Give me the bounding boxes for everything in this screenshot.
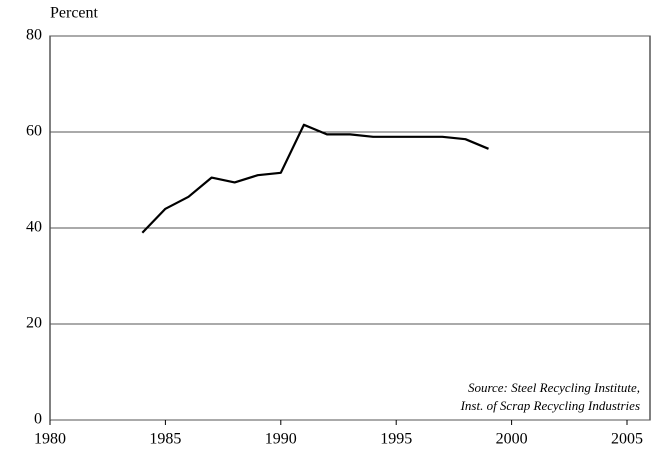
x-tick-label: 1985 [149, 431, 181, 448]
annotation: Source: Steel Recycling Institute, [468, 380, 640, 395]
data-line [141, 123, 489, 234]
annotation: Inst. of Scrap Recycling Industries [460, 398, 640, 413]
x-tick-label: 1995 [380, 431, 412, 448]
y-tick-label: 60 [26, 123, 42, 140]
y-axis-label: Percent [50, 5, 99, 22]
x-tick-label: 2005 [611, 431, 643, 448]
y-tick-label: 80 [26, 27, 42, 44]
y-tick-label: 20 [26, 315, 42, 332]
x-tick-label: 1990 [265, 431, 297, 448]
y-tick-label: 0 [34, 411, 42, 428]
x-tick-label: 2000 [496, 431, 528, 448]
y-tick-label: 40 [26, 219, 42, 236]
x-tick-label: 1980 [34, 431, 66, 448]
